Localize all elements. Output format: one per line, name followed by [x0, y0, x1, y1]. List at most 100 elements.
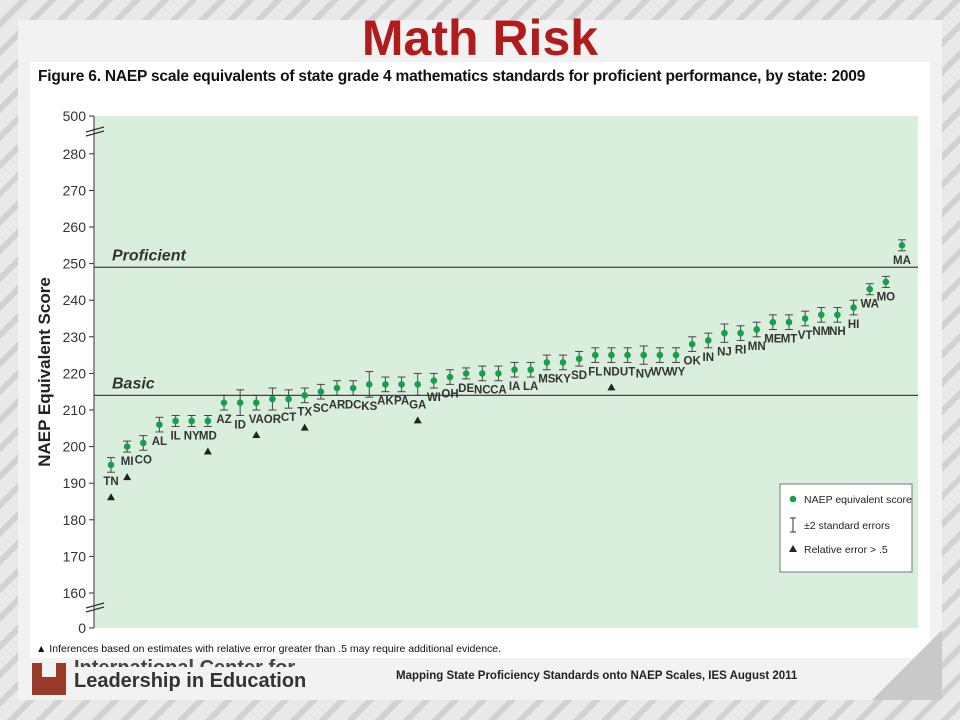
state-label: CT [281, 412, 296, 424]
relative-error-marker [203, 447, 212, 455]
data-point-co [139, 439, 147, 447]
legend-error-bar-icon [790, 517, 796, 533]
state-label: HI [848, 319, 860, 331]
reference-line-label: Proficient [112, 247, 186, 264]
data-point-hi [850, 304, 857, 311]
axis-break-mark [85, 602, 105, 613]
y-tick-label: 0 [78, 620, 86, 636]
data-point-ri [737, 329, 744, 337]
data-point-nv [640, 351, 648, 359]
state-label: AZ [216, 414, 231, 426]
data-point-ca [495, 370, 502, 377]
y-tick-label: 270 [63, 182, 87, 198]
state-label: PA [394, 396, 409, 408]
state-label: TN [103, 476, 118, 488]
data-point-ia [511, 366, 518, 374]
figure-caption: Figure 6. NAEP scale equivalents of stat… [38, 68, 866, 85]
y-tick-label: 170 [63, 548, 87, 564]
y-tick-label: 500 [63, 108, 87, 124]
data-point-nj [721, 329, 728, 337]
data-point-or [269, 395, 276, 403]
data-point-nd [608, 351, 615, 359]
state-label: MN [748, 341, 766, 353]
data-point-ak [382, 381, 389, 388]
relative-error-marker [607, 383, 616, 391]
logo-mark-icon [32, 663, 66, 695]
data-point-ky [559, 359, 567, 366]
y-axis-label: NAEP Equivalent Score [35, 277, 54, 467]
data-point-wv [656, 351, 664, 359]
state-label: MT [781, 333, 798, 345]
state-label: OK [684, 355, 702, 367]
state-label: TX [297, 407, 312, 419]
logo-line-1: International Center for [74, 653, 295, 667]
data-point-id [236, 399, 244, 406]
data-point-ma [898, 242, 906, 249]
relative-error-marker [300, 423, 309, 431]
state-label: VA [249, 414, 264, 426]
data-point-il [172, 417, 179, 425]
state-label: IN [703, 352, 715, 364]
data-point-oh [446, 373, 454, 381]
data-point-ar [333, 384, 341, 392]
source-citation: Mapping State Proficiency Standards onto… [396, 670, 798, 682]
state-label: FL [588, 366, 602, 378]
state-label: NC [474, 385, 491, 397]
data-point-ms [543, 359, 551, 366]
data-point-nc [478, 370, 486, 377]
y-tick-label: 220 [63, 365, 87, 381]
data-point-ga [414, 381, 422, 388]
y-tick-label: 240 [63, 292, 87, 308]
data-point-wy [672, 351, 680, 359]
y-tick-label: 190 [63, 475, 87, 491]
state-label: MI [121, 456, 134, 468]
state-label: NY [184, 430, 200, 442]
data-point-me [769, 318, 777, 326]
relative-error-marker [107, 493, 115, 501]
state-label: DC [345, 399, 362, 411]
state-label: CA [490, 385, 507, 397]
data-point-mt [785, 318, 793, 326]
page-curl-decoration [872, 630, 942, 700]
state-label: WV [651, 366, 670, 378]
relative-error-marker [413, 416, 422, 424]
state-label: SC [313, 403, 329, 415]
data-point-sc [317, 388, 325, 396]
y-tick-label: 250 [63, 256, 87, 272]
data-point-nm [817, 311, 825, 319]
data-point-pa [398, 381, 405, 388]
state-label: KS [361, 401, 377, 413]
data-point-mn [753, 326, 761, 333]
legend-triangle-icon [789, 545, 797, 552]
state-label: NH [829, 326, 846, 338]
data-point-ut [624, 351, 631, 359]
data-point-md [204, 417, 212, 425]
state-label: MS [538, 374, 556, 386]
legend-label: NAEP equivalent score [804, 494, 912, 506]
relative-error-marker [123, 473, 132, 481]
legend-point-icon [789, 495, 797, 503]
axis-break-mark [85, 126, 105, 137]
data-point-de [462, 370, 470, 377]
legend-label: Relative error > .5 [804, 544, 888, 556]
state-label: IA [509, 381, 521, 393]
data-point-wi [430, 377, 438, 385]
y-tick-label: 230 [63, 329, 87, 345]
data-point-sd [575, 355, 583, 363]
data-point-az [220, 399, 228, 406]
footnote: ▲ Inferences based on estimates with rel… [36, 643, 502, 655]
legend-label: ±2 standard errors [804, 520, 890, 532]
legend-box [779, 483, 913, 573]
state-label: WY [667, 366, 686, 378]
state-label: WI [427, 392, 441, 404]
y-tick-label: 180 [63, 512, 87, 528]
data-point-dc [349, 384, 357, 392]
data-point-va [252, 399, 260, 406]
state-label: LA [523, 381, 538, 393]
state-label: MA [893, 255, 911, 267]
data-point-ct [285, 395, 292, 403]
reference-line-label: Basic [112, 375, 155, 392]
state-label: SD [571, 370, 587, 382]
state-label: GA [409, 399, 426, 411]
